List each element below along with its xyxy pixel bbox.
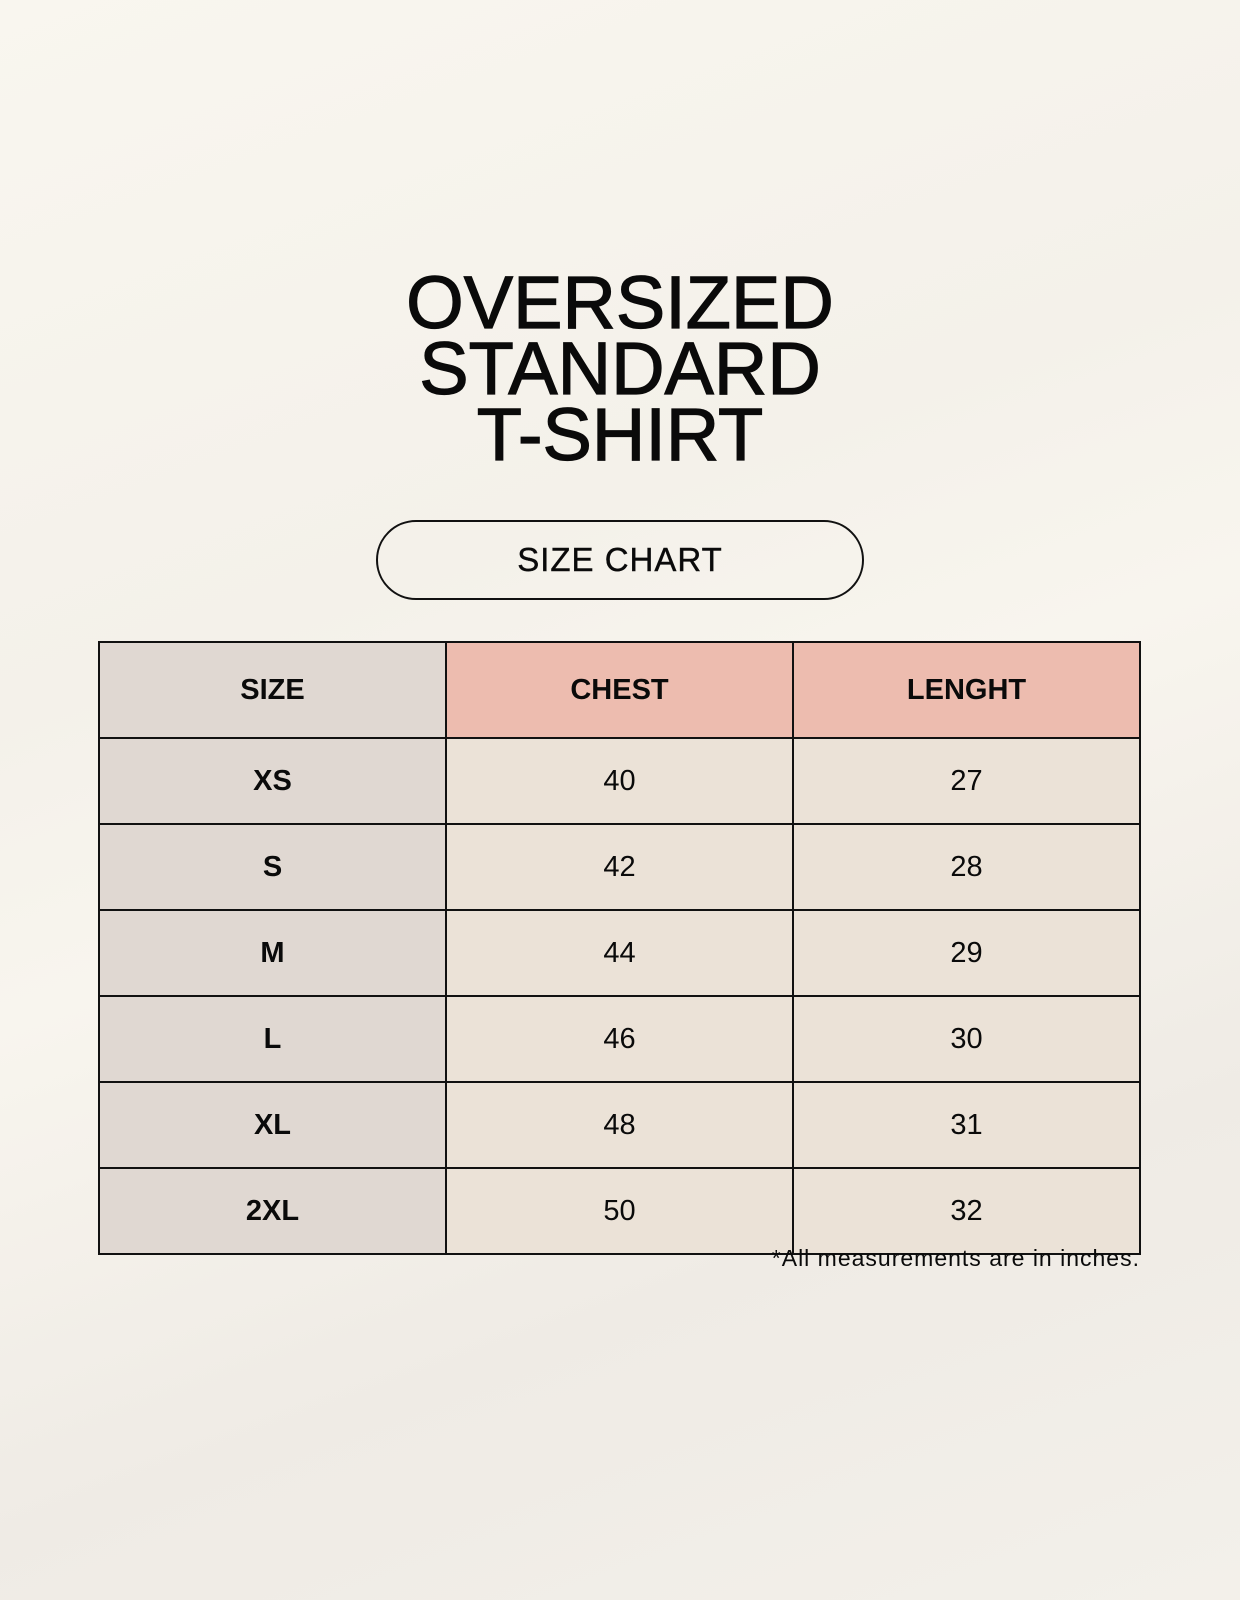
chest-cell: 50 [445,1167,794,1255]
title-line: OVERSIZED [406,261,835,344]
title-line: STANDARD [419,327,822,410]
chest-cell: 40 [445,737,794,825]
chest-cell: 46 [445,995,794,1083]
table-row: M 44 29 [98,909,1141,997]
length-cell: 27 [792,737,1141,825]
size-cell: 2XL [98,1167,447,1255]
length-cell: 32 [792,1167,1141,1255]
size-table: SIZE CHEST LENGHT XS 40 27 S 42 28 M 44 29 L 46 30 X… [98,641,1141,1255]
table-row: XS 40 27 [98,737,1141,825]
size-cell: XS [98,737,447,825]
table-header-row: SIZE CHEST LENGHT [98,641,1141,739]
length-cell: 29 [792,909,1141,997]
size-cell: L [98,995,447,1083]
chest-cell: 42 [445,823,794,911]
table-row: 2XL 50 32 [98,1167,1141,1255]
header-chest: CHEST [445,641,794,739]
size-cell: XL [98,1081,447,1169]
header-length: LENGHT [792,641,1141,739]
table-row: XL 48 31 [98,1081,1141,1169]
page-title: OVERSIZED STANDARD T-SHIRT [0,261,1240,476]
table-row: S 42 28 [98,823,1141,911]
length-cell: 31 [792,1081,1141,1169]
size-chart-badge: SIZE CHART [376,520,864,600]
header-size: SIZE [98,641,447,739]
table-row: L 46 30 [98,995,1141,1083]
chest-cell: 44 [445,909,794,997]
length-cell: 30 [792,995,1141,1083]
length-cell: 28 [792,823,1141,911]
title-line: T-SHIRT [476,393,764,476]
size-cell: M [98,909,447,997]
size-cell: S [98,823,447,911]
measurement-note: *All measurements are in inches. [771,1245,1140,1271]
chest-cell: 48 [445,1081,794,1169]
